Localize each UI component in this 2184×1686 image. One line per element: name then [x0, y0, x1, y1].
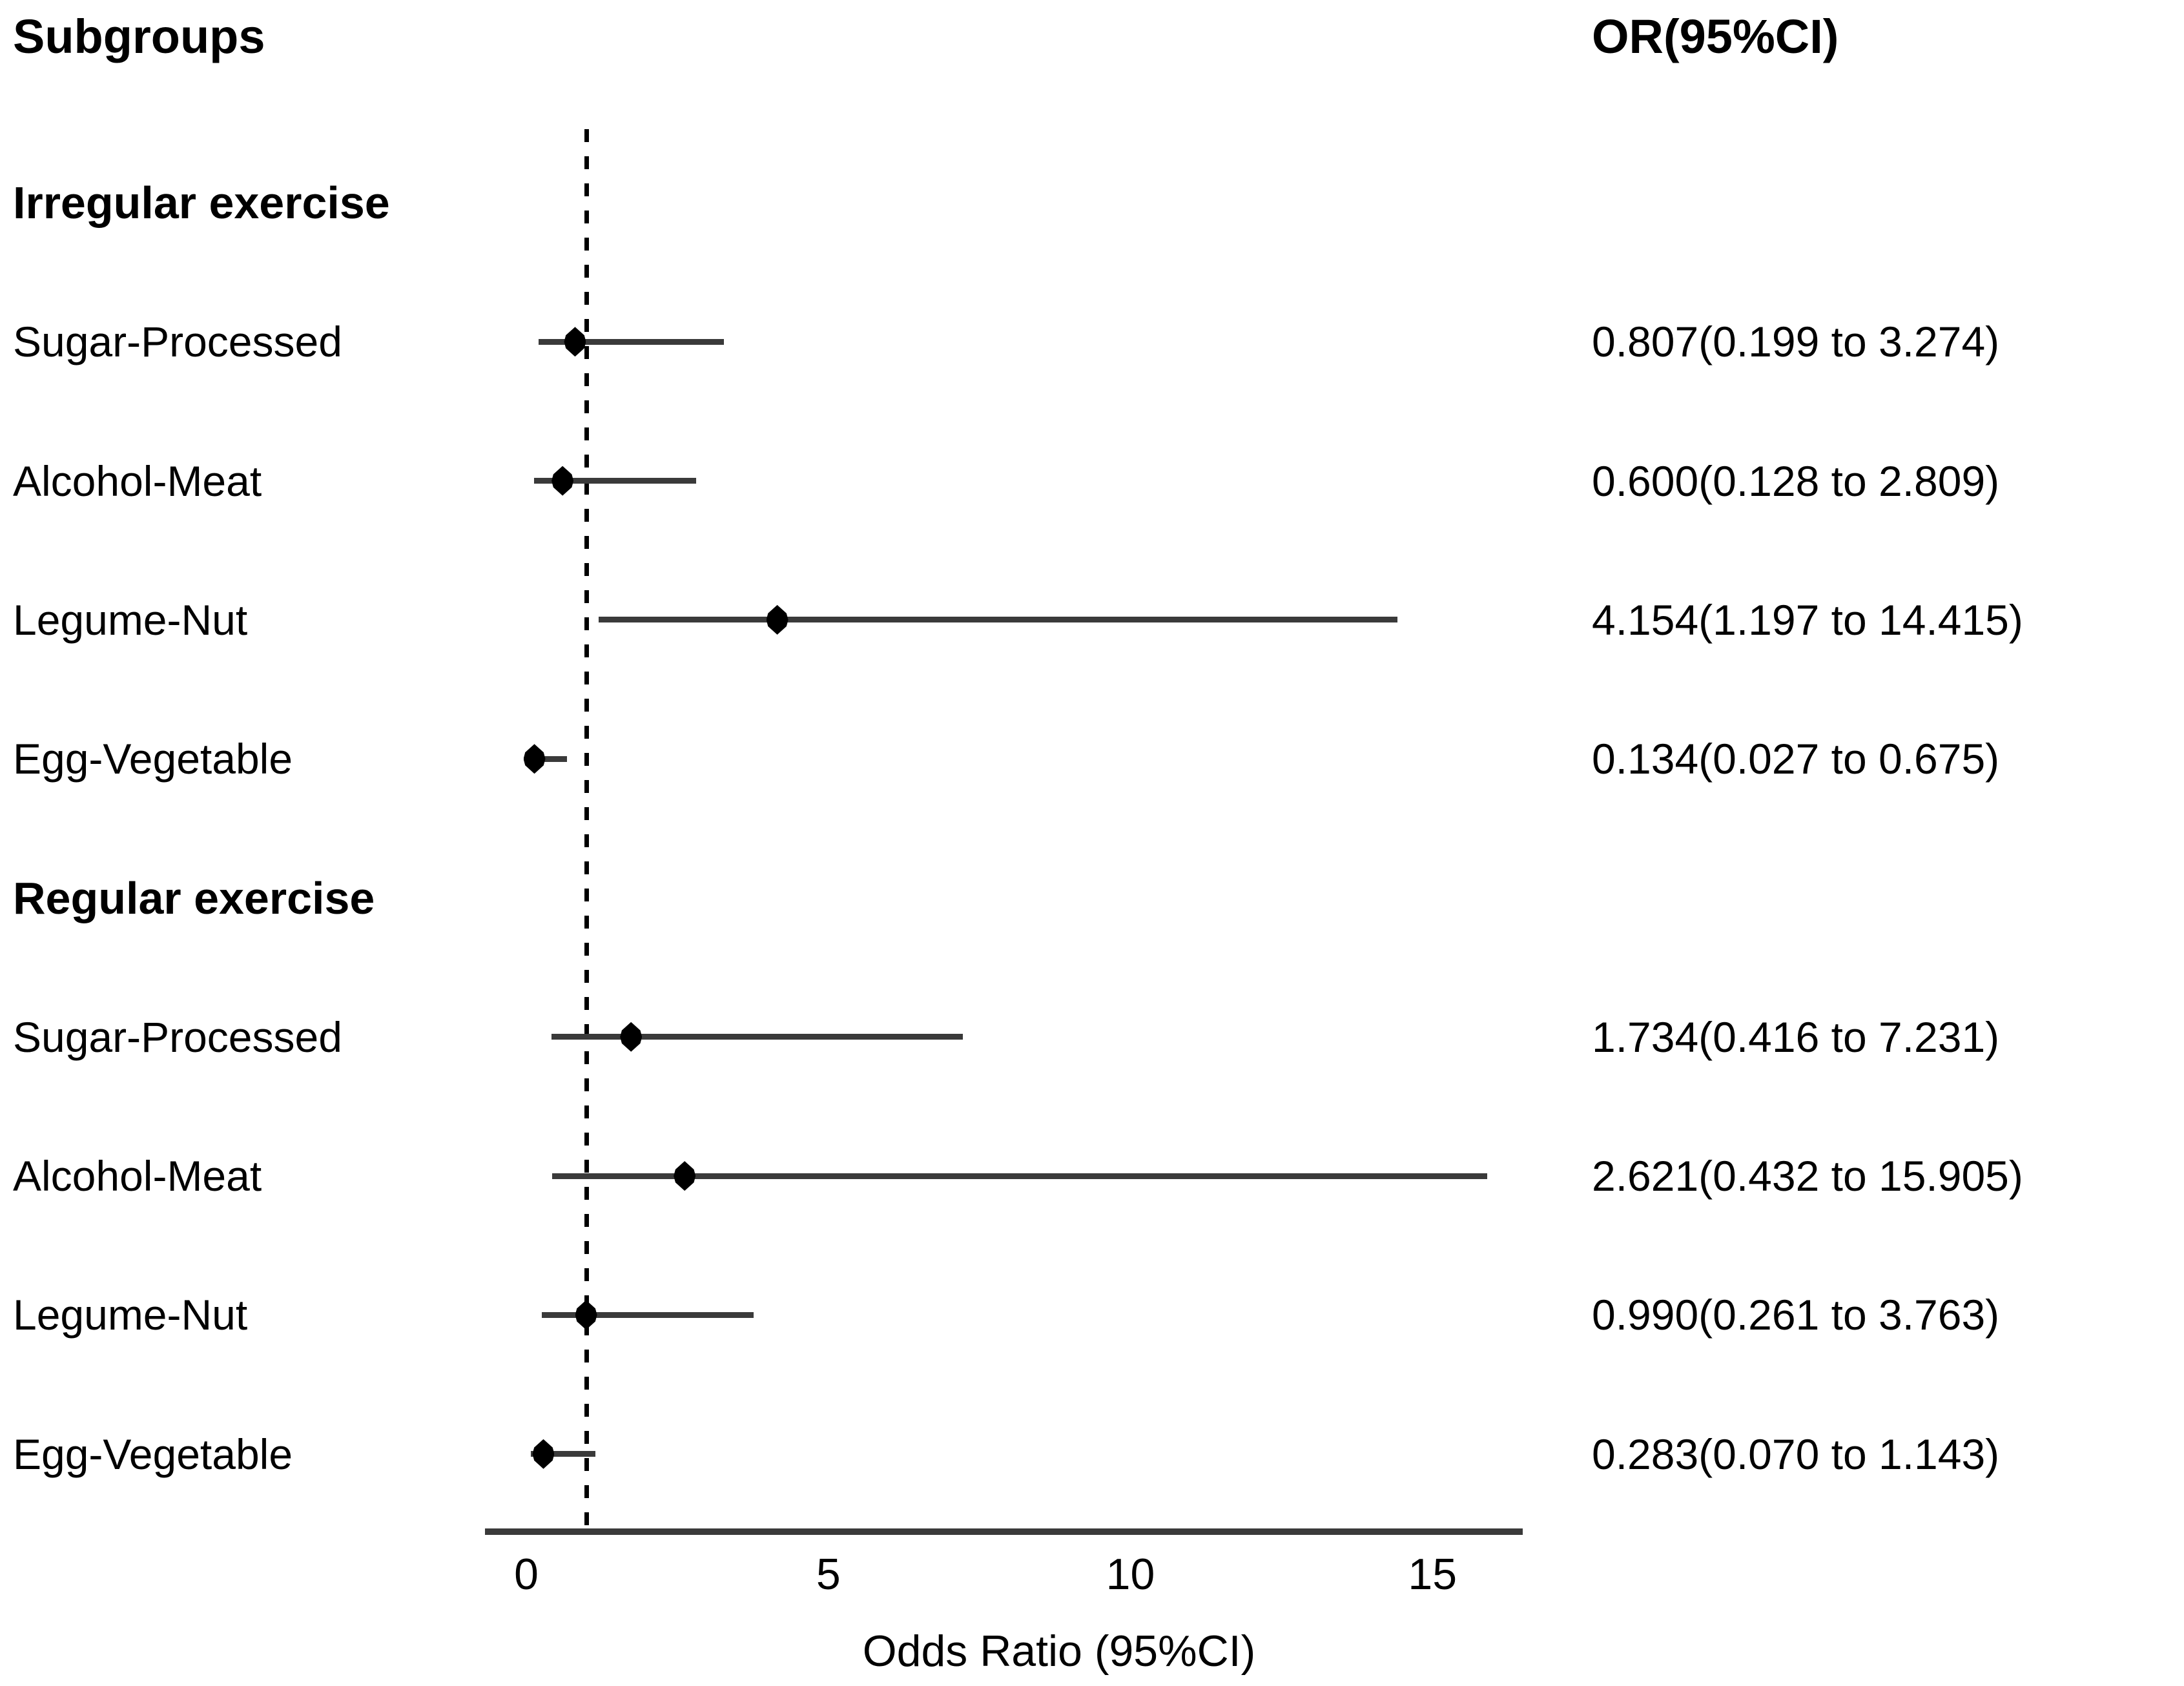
group-label: Regular exercise	[13, 872, 375, 923]
ci-line	[530, 1451, 595, 1457]
subgroup-label: Legume-Nut	[13, 595, 248, 644]
or-ci-value: 0.134(0.027 to 0.675)	[1592, 735, 2000, 783]
or-point-marker	[674, 1161, 696, 1191]
ci-line	[542, 1311, 754, 1318]
ci-line	[598, 617, 1397, 623]
or-point-marker	[523, 744, 546, 774]
x-tick-label: 0	[514, 1550, 539, 1599]
subgroup-label: Egg-Vegetable	[13, 1430, 293, 1478]
or-point-marker	[564, 327, 586, 357]
or-ci-value: 0.807(0.199 to 3.274)	[1592, 318, 2000, 366]
or-ci-value: 2.621(0.432 to 15.905)	[1592, 1152, 2023, 1200]
x-tick-label: 5	[816, 1550, 841, 1599]
column-header-subgroups: Subgroups	[13, 10, 265, 63]
x-tick-label: 15	[1408, 1550, 1458, 1599]
ci-line	[533, 478, 696, 484]
or-point-marker	[620, 1022, 643, 1052]
or-ci-value: 0.283(0.070 to 1.143)	[1592, 1430, 2000, 1478]
ci-line	[538, 338, 725, 345]
subgroup-label: Sugar-Processed	[13, 1013, 342, 1061]
subgroup-label: Sugar-Processed	[13, 318, 342, 366]
subgroup-label: Egg-Vegetable	[13, 735, 293, 783]
group-label: Irregular exercise	[13, 178, 390, 228]
ci-line	[552, 1173, 1487, 1179]
subgroup-label: Alcohol-Meat	[13, 1152, 262, 1200]
or-ci-value: 0.600(0.128 to 2.809)	[1592, 457, 2000, 505]
or-ci-value: 4.154(1.197 to 14.415)	[1592, 595, 2023, 644]
x-axis-title: Odds Ratio (95%CI)	[862, 1627, 1256, 1676]
ci-line	[551, 1034, 963, 1040]
column-header-or-ci: OR(95%CI)	[1592, 10, 1839, 63]
or-ci-value: 0.990(0.261 to 3.763)	[1592, 1291, 2000, 1339]
x-tick-label: 10	[1106, 1550, 1155, 1599]
reference-line-or-1	[584, 129, 590, 1532]
x-axis-line	[485, 1528, 1523, 1535]
or-ci-value: 1.734(0.416 to 7.231)	[1592, 1013, 2000, 1061]
or-point-marker	[551, 466, 574, 496]
or-point-marker	[532, 1439, 555, 1469]
subgroup-label: Alcohol-Meat	[13, 457, 262, 505]
ci-line	[528, 756, 568, 762]
or-point-marker	[766, 604, 788, 635]
or-point-marker	[575, 1300, 597, 1330]
subgroup-label: Legume-Nut	[13, 1291, 248, 1339]
